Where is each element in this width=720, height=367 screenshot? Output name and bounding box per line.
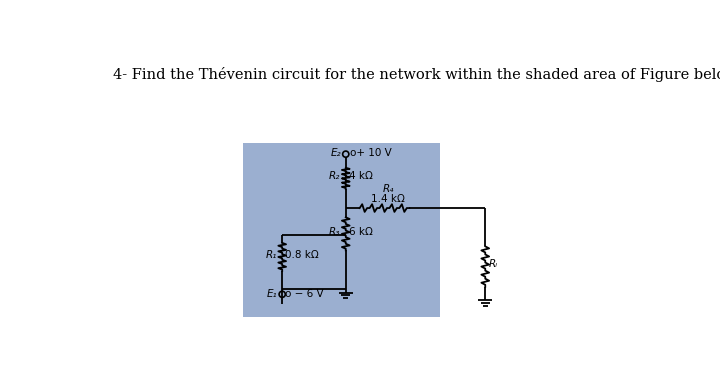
Text: R₁: R₁ xyxy=(266,250,276,259)
Bar xyxy=(243,143,441,317)
Text: E₁: E₁ xyxy=(267,289,277,299)
Text: 0.8 kΩ: 0.8 kΩ xyxy=(285,250,319,259)
Text: R₂: R₂ xyxy=(329,171,341,181)
Text: R₃: R₃ xyxy=(329,226,341,237)
Text: o+ 10 V: o+ 10 V xyxy=(350,148,392,157)
Text: 6 kΩ: 6 kΩ xyxy=(349,226,373,237)
Text: 4 kΩ: 4 kΩ xyxy=(349,171,373,181)
Text: o − 6 V: o − 6 V xyxy=(285,289,324,299)
Text: R₄: R₄ xyxy=(383,184,394,194)
Text: 1.4 kΩ: 1.4 kΩ xyxy=(372,194,405,204)
Text: 4- Find the Thévenin circuit for the network within the shaded area of Figure be: 4- Find the Thévenin circuit for the net… xyxy=(113,67,720,82)
Text: Rₗ: Rₗ xyxy=(489,259,498,269)
Text: E₂: E₂ xyxy=(330,148,341,157)
